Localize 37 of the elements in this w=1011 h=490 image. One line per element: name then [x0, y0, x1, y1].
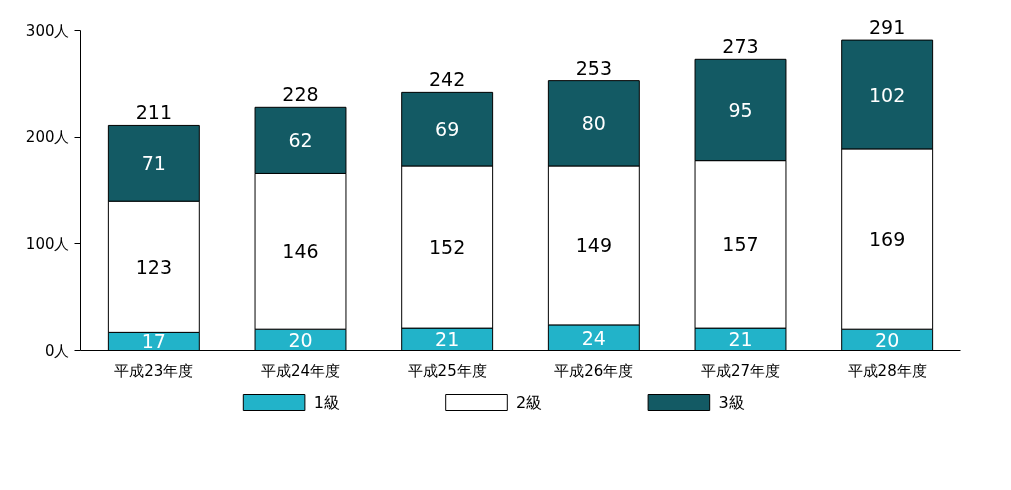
x-tick-label: 平成24年度	[260, 361, 341, 380]
total-label: 242	[429, 68, 466, 91]
total-label: 273	[722, 35, 759, 58]
y-tick-label: 100人	[25, 234, 70, 253]
data-label: 62	[288, 129, 313, 152]
data-label: 123	[135, 255, 172, 278]
y-tick-label: 0人	[44, 341, 70, 360]
data-label: 152	[429, 236, 466, 259]
data-label: 149	[575, 234, 612, 257]
x-tick-label: 平成23年度	[114, 361, 194, 380]
total-label: 253	[575, 56, 612, 79]
data-label: 102	[869, 83, 906, 106]
x-tick-label: 平成25年度	[407, 361, 487, 380]
x-tick-label: 平成28年度	[847, 361, 927, 380]
total-label: 228	[282, 83, 319, 106]
data-label: 169	[869, 228, 906, 251]
data-label: 20	[288, 328, 313, 351]
legend-label: 3級	[718, 393, 745, 412]
legend-label: 2級	[516, 393, 543, 412]
x-tick-label: 平成26年度	[554, 361, 634, 380]
data-label: 157	[722, 233, 759, 256]
data-label: 17	[141, 330, 166, 353]
y-tick-label: 200人	[25, 128, 70, 147]
data-label: 69	[435, 118, 460, 141]
data-label: 20	[875, 328, 900, 351]
legend-label: 1級	[313, 393, 340, 412]
data-label: 80	[581, 112, 606, 135]
y-tick-label: 300人	[25, 21, 70, 40]
data-label: 71	[141, 152, 166, 175]
data-label: 95	[728, 98, 753, 121]
data-label: 24	[581, 326, 606, 349]
total-label: 211	[135, 101, 172, 124]
data-label: 146	[282, 240, 319, 263]
total-label: 291	[869, 16, 906, 39]
data-label: 21	[435, 328, 460, 351]
data-label: 21	[728, 328, 753, 351]
x-tick-label: 平成27年度	[700, 361, 781, 380]
